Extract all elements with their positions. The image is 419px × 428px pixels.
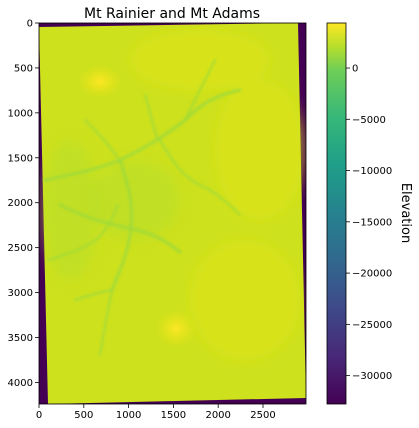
river-valleys [43,58,242,357]
y-tick-label: 4000 [8,378,33,389]
x-tick-label: 1500 [161,410,186,421]
valley-2 [110,158,134,292]
colorbar-label: Elevation [398,183,413,243]
x-tick-label: 500 [74,410,93,421]
elevation-image [39,23,306,404]
valley-3 [58,203,182,254]
y-tick-label: 2500 [8,243,33,254]
valley-5 [158,138,242,217]
plot-frame [38,22,307,405]
colorbar-tick-label: −20000 [352,269,392,280]
x-axis: 0 500 1000 1500 2000 2500 [36,404,276,421]
mt-rainier-peak [75,63,124,100]
colorbar-tick-label: −30000 [352,371,392,382]
colorbar-tick-label: −5000 [352,115,386,126]
valley-4 [46,203,120,262]
valley-9 [183,58,217,122]
high-ground-east [215,80,305,220]
y-tick-label: 1500 [8,153,33,164]
chart-title: Mt Rainier and Mt Adams [84,6,260,22]
colorbar [326,22,347,405]
valley-1 [43,88,242,182]
colorbar-axis: 0 −5000 −10000 −15000 −20000 −25000 −30000 [346,64,392,382]
high-ground-north [130,30,270,90]
y-tick-label: 500 [14,63,33,74]
y-tick-label: 0 [27,19,33,30]
colorbar-tick-label: −15000 [352,217,392,228]
valley-8 [98,288,114,357]
mt-adams-peak [154,308,199,349]
colorbar-tick-label: 0 [352,64,358,75]
colorbar-tick-label: −25000 [352,320,392,331]
x-tick-label: 0 [36,410,42,421]
x-tick-label: 2500 [250,410,275,421]
lowland-center [90,160,180,240]
x-tick-label: 2000 [205,410,230,421]
y-tick-label: 3000 [8,288,33,299]
y-tick-label: 3500 [8,333,33,344]
valley-10 [73,288,114,302]
colorbar-tick-label: −10000 [352,166,392,177]
valley-6 [83,118,120,160]
y-axis: 0 500 1000 1500 2000 2500 3000 3500 4000 [8,19,39,389]
high-ground-southeast [190,240,300,360]
y-tick-label: 1000 [8,108,33,119]
valley-7 [143,93,160,142]
x-tick-label: 1000 [116,410,141,421]
y-tick-label: 2000 [8,198,33,209]
